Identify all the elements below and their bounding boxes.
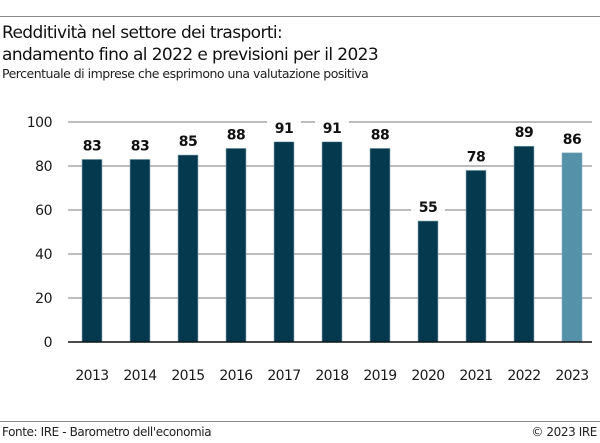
x-tick-label: 2018 xyxy=(315,368,348,384)
bar xyxy=(465,170,487,343)
bar xyxy=(225,148,247,343)
data-label: 88 xyxy=(227,127,245,143)
data-label-background xyxy=(75,136,109,155)
bar xyxy=(273,141,295,343)
bar xyxy=(417,220,439,343)
data-label-background xyxy=(555,129,589,148)
x-tick-label: 2021 xyxy=(459,368,492,384)
chart-title: Redditività nel settore dei trasporti: a… xyxy=(2,22,379,66)
data-label: 91 xyxy=(323,121,341,137)
data-label: 86 xyxy=(563,132,581,148)
chart-subtitle: Percentuale di imprese che esprimono una… xyxy=(2,66,369,81)
data-label: 91 xyxy=(275,121,293,137)
data-label: 83 xyxy=(131,138,149,154)
y-tick-label: 100 xyxy=(27,115,52,131)
chart-title-line-2: andamento fino al 2022 e previsioni per … xyxy=(2,45,379,65)
y-tick-label: 60 xyxy=(35,203,52,219)
x-tick-label: 2015 xyxy=(171,368,204,384)
source-note: Fonte: IRE - Barometro dell'economia xyxy=(2,425,212,439)
bar xyxy=(513,145,535,343)
bar xyxy=(177,154,199,343)
data-label: 55 xyxy=(419,200,437,216)
x-tick-label: 2017 xyxy=(267,368,300,384)
top-rule xyxy=(0,16,600,17)
data-label-background xyxy=(123,136,157,155)
data-label-background xyxy=(411,198,445,216)
data-label-background xyxy=(459,147,493,166)
y-tick-label: 80 xyxy=(35,159,52,175)
data-label: 83 xyxy=(83,138,101,154)
x-tick-label: 2023 xyxy=(555,368,588,384)
x-tick-label: 2020 xyxy=(411,368,444,384)
data-label-background xyxy=(219,125,253,144)
data-label: 85 xyxy=(179,134,197,150)
data-label-background xyxy=(267,118,301,137)
x-tick-label: 2022 xyxy=(507,368,540,384)
y-tick-label: 0 xyxy=(44,335,52,351)
x-tick-label: 2019 xyxy=(363,368,396,384)
x-tick-label: 2013 xyxy=(75,368,108,384)
data-label: 88 xyxy=(371,127,389,143)
bar xyxy=(369,148,391,343)
data-label-background xyxy=(315,118,349,137)
x-tick-label: 2016 xyxy=(219,368,253,384)
y-tick-label: 20 xyxy=(35,291,52,307)
data-label: 78 xyxy=(467,149,485,165)
x-tick-label: 2014 xyxy=(123,368,157,384)
bar-forecast xyxy=(561,152,583,343)
data-label: 89 xyxy=(515,125,533,141)
data-label-background xyxy=(507,123,541,142)
copyright-note: © 2023 IRE xyxy=(531,425,597,439)
bar xyxy=(81,159,103,343)
y-tick-label: 40 xyxy=(35,247,52,263)
bar xyxy=(129,159,151,343)
data-label-background xyxy=(171,132,205,150)
chart-title-line-1: Redditività nel settore dei trasporti: xyxy=(2,23,283,43)
data-label-background xyxy=(363,125,397,144)
bottom-rule xyxy=(0,421,600,422)
bar xyxy=(321,141,343,343)
